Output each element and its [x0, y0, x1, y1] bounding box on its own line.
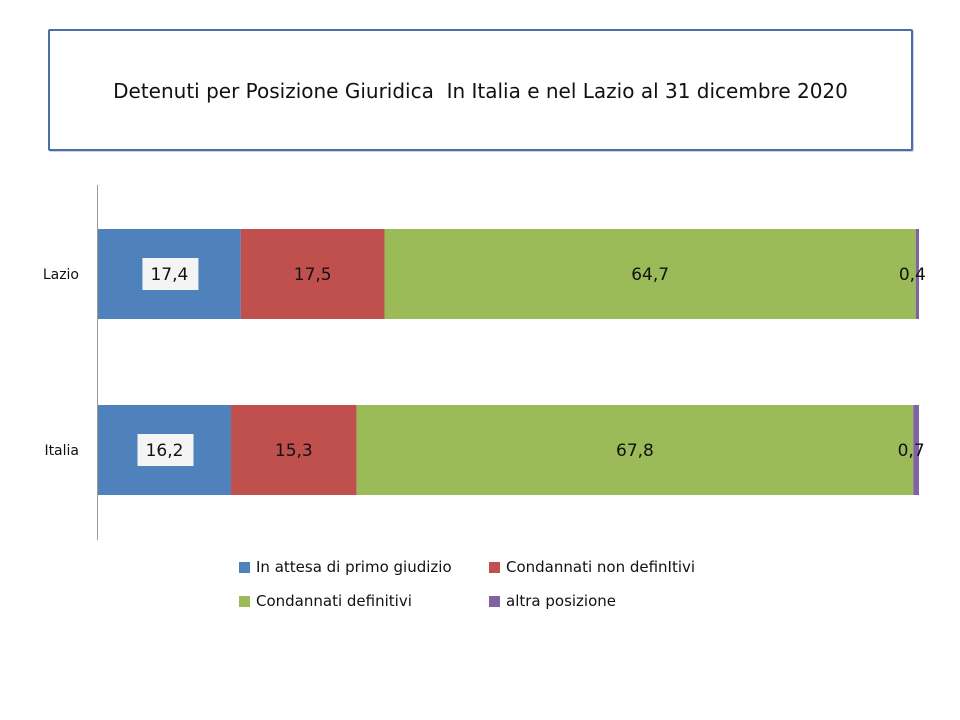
bar-segment-italia-condannati-non-definitivi	[231, 405, 357, 495]
chart-title: Detenuti per Posizione Giuridica In Ital…	[113, 79, 848, 103]
bar-segment-lazio-altra-posizione	[915, 229, 919, 319]
data-label-italia-condannati-definitivi: 67,8	[616, 441, 654, 461]
data-label-lazio-altra-posizione: 0,4	[899, 265, 926, 285]
legend-item-condannati-non-definitivi: Condannati non definItivi	[489, 558, 695, 576]
legend-label-condannati-non-definitivi: Condannati non definItivi	[506, 558, 696, 576]
legend-label-condannati-definitivi: Condannati definitivi	[256, 592, 412, 610]
data-label-lazio-in-attesa-di-primo-giudizio: 17,4	[150, 265, 188, 285]
legend-item-in-attesa-di-primo-giudizio: In attesa di primo giudizio	[239, 558, 452, 576]
legend-label-in-attesa-di-primo-giudizio: In attesa di primo giudizio	[256, 558, 452, 576]
data-label-italia-altra-posizione: 0,7	[898, 441, 925, 461]
chart-legend: In attesa di primo giudizio Condannati no…	[239, 558, 759, 620]
data-label-italia-condannati-non-definitivi: 15,3	[275, 441, 313, 461]
legend-swatch-in-attesa-di-primo-giudizio	[239, 561, 250, 573]
legend-swatch-altra-posizione	[489, 595, 500, 607]
category-label-italia: Italia	[44, 443, 79, 459]
category-label-lazio: Lazio	[43, 267, 79, 283]
legend-label-altra-posizione: altra posizione	[506, 592, 617, 610]
legend-swatch-condannati-definitivi	[239, 595, 250, 607]
data-label-lazio-condannati-non-definitivi: 17,5	[294, 265, 332, 285]
data-label-background	[142, 258, 199, 290]
chart-title-box: Detenuti per Posizione Giuridica In Ital…	[48, 29, 913, 151]
legend-item-condannati-definitivi: Condannati definitivi	[239, 592, 412, 610]
bar-segment-italia-altra-posizione	[913, 405, 919, 495]
legend-swatch-condannati-non-definitivi	[489, 561, 500, 573]
legend-item-altra-posizione: altra posizione	[489, 592, 616, 610]
bar-segment-lazio-condannati-non-definitivi	[240, 229, 385, 319]
bar-segment-lazio-condannati-definitivi	[384, 229, 916, 319]
data-label-italia-in-attesa-di-primo-giudizio: 16,2	[146, 441, 184, 461]
data-label-lazio-condannati-definitivi: 64,7	[631, 265, 669, 285]
data-label-background	[137, 434, 194, 466]
bar-segment-italia-condannati-definitivi	[356, 405, 914, 495]
